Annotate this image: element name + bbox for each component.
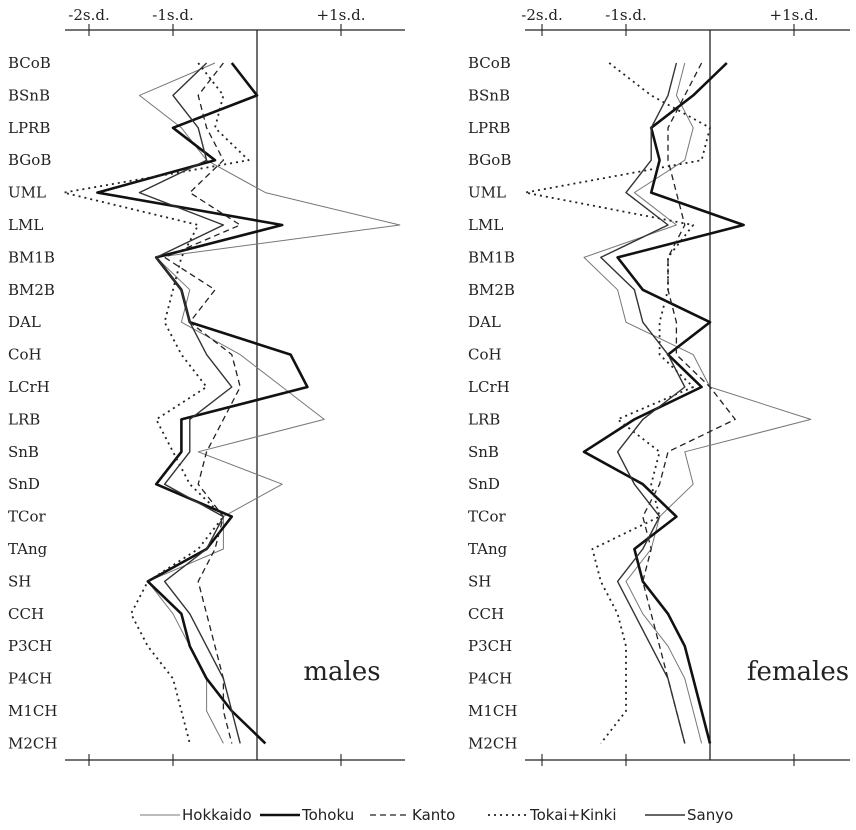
variable-label: BM1B — [468, 248, 515, 266]
variable-label: BSnB — [468, 86, 510, 104]
variable-label: SnD — [8, 475, 40, 493]
variable-label: LRB — [468, 410, 500, 428]
x-tick-label: -1s.d. — [152, 6, 193, 24]
variable-label: M1CH — [8, 702, 57, 720]
variable-label: P3CH — [468, 637, 512, 655]
variable-label: BCoB — [8, 54, 51, 72]
x-tick-label: -2s.d. — [68, 6, 109, 24]
variable-label: SnD — [468, 475, 500, 493]
variable-label: M2CH — [8, 734, 57, 752]
series-line-hokkaido — [583, 62, 812, 744]
variable-label: M1CH — [468, 702, 517, 720]
variable-label: UML — [468, 184, 506, 202]
variable-label: M2CH — [468, 734, 517, 752]
variable-label: P4CH — [468, 670, 512, 688]
variable-label: SH — [468, 572, 491, 590]
variable-label: BCoB — [468, 54, 511, 72]
series-line-tohoku — [582, 62, 745, 744]
variable-label: P3CH — [8, 637, 52, 655]
variable-label: CoH — [468, 346, 502, 364]
series-line-tohoku — [96, 62, 309, 745]
legend-label: Sanyo — [687, 806, 733, 824]
x-tick-label: -2s.d. — [521, 6, 562, 24]
legend-label: Kanto — [412, 806, 455, 824]
x-tick-label: -1s.d. — [605, 6, 646, 24]
variable-label: BM2B — [468, 281, 515, 299]
series-line-tokai-kinki — [62, 62, 250, 744]
legend-label: Tohoku — [301, 806, 354, 824]
legend-label: Tokai+Kinki — [529, 806, 617, 824]
variable-label: LML — [468, 216, 503, 234]
variable-label: UML — [8, 184, 46, 202]
variable-label: LML — [8, 216, 43, 234]
variable-label: CoH — [8, 346, 42, 364]
x-tick-label: +1s.d. — [770, 6, 819, 24]
variable-label: LRB — [8, 410, 40, 428]
variable-label: CCH — [468, 605, 504, 623]
variable-label: BM1B — [8, 248, 55, 266]
variable-label: BGoB — [8, 151, 51, 169]
variable-label: LCrH — [468, 378, 510, 396]
panel-males: -2s.d. -1s.d. +1s.d. BCoB BSnB LPRB BGoB UML LML… — [8, 6, 405, 766]
variable-label: DAL — [8, 313, 41, 331]
variable-label: SnB — [468, 443, 499, 461]
series-line-sanyo — [600, 62, 686, 744]
variable-label: TCor — [468, 508, 507, 526]
variable-label: SnB — [8, 443, 39, 461]
legend: Hokkaido Tohoku Kanto Tokai+Kinki Sanyo — [140, 806, 733, 824]
variable-label: CCH — [8, 605, 44, 623]
variable-label: P4CH — [8, 670, 52, 688]
variable-label: DAL — [468, 313, 501, 331]
variable-label: BSnB — [8, 86, 50, 104]
series-line-kanto — [642, 62, 736, 744]
variable-label: LPRB — [8, 119, 50, 137]
x-tick-label: +1s.d. — [317, 6, 366, 24]
variable-label: BM2B — [8, 281, 55, 299]
variable-label: LCrH — [8, 378, 50, 396]
legend-label: Hokkaido — [182, 806, 252, 824]
variable-label: BGoB — [468, 151, 511, 169]
series-line-hokkaido — [138, 62, 401, 744]
variable-label: TCor — [8, 508, 47, 526]
panel-label: females — [747, 657, 849, 687]
variable-label: SH — [8, 572, 31, 590]
panel-females: -2s.d. -1s.d. +1s.d. BCoB BSnB LPRB BGoB UML LML… — [468, 6, 850, 766]
series-line-kanto — [163, 62, 241, 744]
variable-label: TAng — [468, 540, 508, 558]
series-line-sanyo — [138, 62, 241, 744]
variable-label: LPRB — [468, 119, 510, 137]
variable-label: TAng — [8, 540, 48, 558]
panel-label: males — [303, 657, 380, 687]
